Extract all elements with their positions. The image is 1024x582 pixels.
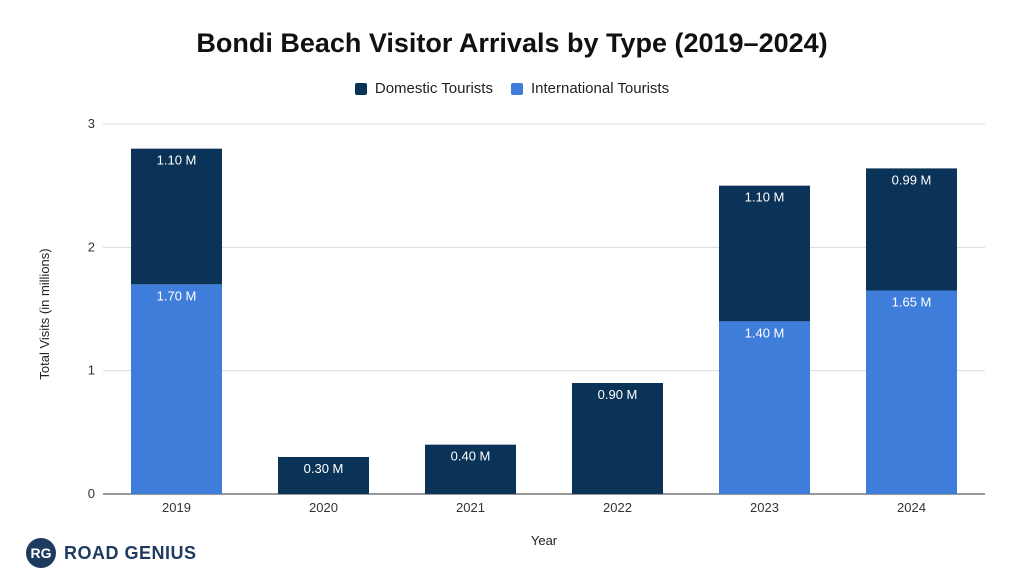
x-tick-label: 2023	[750, 500, 779, 515]
data-label: 0.40 M	[451, 449, 491, 464]
y-tick-label: 3	[88, 116, 95, 131]
data-label: 1.70 M	[157, 288, 197, 303]
data-label: 0.30 M	[304, 461, 344, 476]
bar-international-2019	[131, 284, 222, 494]
x-tick-label: 2021	[456, 500, 485, 515]
bar-international-2023	[719, 321, 810, 494]
bar-domestic-2019	[131, 148, 222, 285]
data-label: 1.10 M	[157, 153, 197, 168]
x-axis-title: Year	[531, 533, 558, 548]
data-label: 1.40 M	[745, 325, 785, 340]
legend-label-international: International Tourists	[530, 80, 670, 97]
x-tick-label: 2024	[897, 500, 926, 515]
logo-text: ROAD GENIUS	[64, 542, 197, 563]
data-label: 1.10 M	[745, 190, 785, 205]
bar-international-2024	[866, 290, 957, 494]
y-tick-label: 0	[88, 486, 95, 501]
data-label: 0.90 M	[598, 387, 638, 402]
bar-domestic-2021	[425, 444, 516, 494]
legend-item-international: International Tourists	[510, 80, 670, 97]
bar-domestic-2023	[719, 185, 810, 322]
legend-swatch-domestic	[354, 82, 367, 95]
y-tick-label: 2	[88, 239, 95, 254]
x-tick-label: 2020	[309, 500, 338, 515]
legend-item-domestic: Domestic Tourists	[354, 80, 493, 97]
y-axis-title: Total Visits (in millions)	[37, 248, 52, 379]
bar-domestic-2020	[278, 457, 369, 494]
logo-mark: RG	[26, 538, 56, 568]
x-tick-label: 2019	[162, 500, 191, 515]
data-label: 1.65 M	[892, 295, 932, 310]
data-label: 0.99 M	[892, 172, 932, 187]
x-tick-label: 2022	[603, 500, 632, 515]
legend: Domestic Tourists International Tourists	[0, 80, 1024, 97]
brand-logo: RG ROAD GENIUS	[26, 538, 197, 568]
legend-label-domestic: Domestic Tourists	[374, 80, 493, 97]
legend-swatch-international	[510, 82, 523, 95]
chart-title: Bondi Beach Visitor Arrivals by Type (20…	[196, 28, 828, 58]
bar-domestic-2022	[572, 383, 663, 494]
y-tick-label: 1	[88, 363, 95, 378]
bar-domestic-2024	[866, 168, 957, 291]
